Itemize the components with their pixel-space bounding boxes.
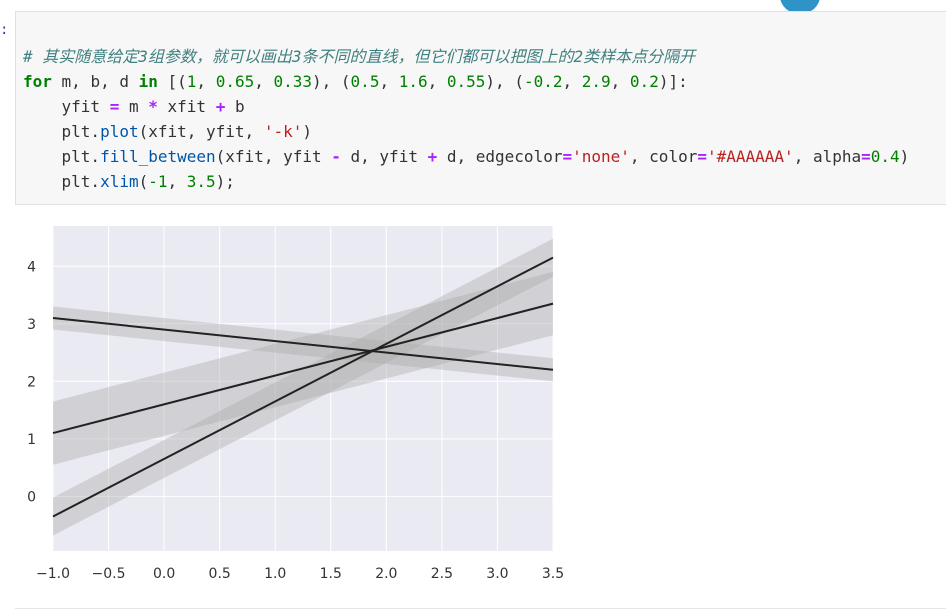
- code-token: # 其实随意给定3组参数，就可以画出3条不同的直线，但它们都可以把图上的2类样本…: [23, 47, 696, 66]
- code-token: , color: [629, 147, 698, 166]
- cell-prompt: :: [0, 22, 9, 38]
- code-token: plt.: [23, 122, 101, 141]
- code-token: , alpha: [793, 147, 862, 166]
- code-token: xfit: [157, 97, 216, 116]
- code-token: 0.5: [350, 72, 380, 91]
- code-token: for: [23, 72, 52, 91]
- x-tick-labels: −1.0 −0.5 0.0 0.5 1.0 1.5 2.0 2.5 3.0 3.5: [36, 566, 564, 582]
- code-token: b: [225, 97, 245, 116]
- code-token: yfit: [23, 97, 110, 116]
- code-line: plt.fill_between(xfit, yfit - d, yfit + …: [23, 144, 910, 169]
- code-token: =: [861, 147, 871, 166]
- code-token: ,: [254, 72, 274, 91]
- code-editor[interactable]: # 其实随意给定3组参数，就可以画出3条不同的直线，但它们都可以把图上的2类样本…: [23, 44, 909, 194]
- code-token: )]:: [658, 72, 688, 91]
- code-token: fill_between: [100, 147, 216, 166]
- code-line: plt.plot(xfit, yfit, '-k'): [23, 119, 909, 144]
- code-token: m, b, d: [51, 72, 139, 91]
- code-token: [(: [157, 72, 187, 91]
- fit-lines: [52, 256, 554, 518]
- code-token: 1.6: [398, 72, 428, 91]
- y-tick-labels: 0 1 2 3 4: [27, 259, 36, 505]
- code-cell[interactable]: # 其实随意给定3组参数，就可以画出3条不同的直线，但它们都可以把图上的2类样本…: [15, 11, 946, 205]
- code-token: 0.2: [629, 72, 659, 91]
- code-token: d, yfit: [340, 147, 428, 166]
- code-token: 0.55: [446, 72, 486, 91]
- line-series-2: [52, 302, 554, 435]
- code-token: 2.9: [581, 72, 611, 91]
- code-token: '-k': [263, 122, 303, 141]
- code-token: -: [331, 147, 341, 166]
- line-series-1: [52, 256, 554, 518]
- x-tick-label: 2.5: [431, 566, 453, 582]
- y-tick-label: 1: [27, 432, 36, 448]
- code-token: 3.5: [186, 172, 216, 191]
- code-token: ,: [427, 72, 447, 91]
- code-token: ,: [167, 172, 187, 191]
- code-token: d, edgecolor: [437, 147, 563, 166]
- code-token: (xfit, yfit: [215, 147, 332, 166]
- x-tick-label: 3.0: [486, 566, 508, 582]
- x-tick-label: −0.5: [92, 566, 126, 582]
- code-token: =: [697, 147, 707, 166]
- x-tick-label: −1.0: [36, 566, 70, 582]
- code-token: plt.: [23, 172, 101, 191]
- line-chart: −1.0 −0.5 0.0 0.5 1.0 1.5 2.0 2.5 3.0 3.5 0 1 2 3 4: [27, 226, 564, 582]
- code-token: plot: [100, 122, 139, 141]
- code-token: ,: [379, 72, 399, 91]
- code-token: xlim: [100, 172, 139, 191]
- cell-divider: [15, 608, 946, 609]
- code-token: =: [562, 147, 573, 166]
- code-token: in: [138, 72, 158, 91]
- gridlines: [52, 226, 554, 551]
- x-tick-label: 0.5: [209, 566, 231, 582]
- y-tick-label: 3: [27, 317, 36, 333]
- code-token: (: [138, 172, 149, 191]
- x-tick-label: 2.0: [375, 566, 397, 582]
- code-line: # 其实随意给定3组参数，就可以画出3条不同的直线，但它们都可以把图上的2类样本…: [23, 44, 909, 69]
- code-token: *: [148, 97, 158, 116]
- code-token: -0.2: [523, 72, 563, 91]
- code-line: yfit = m * xfit + b: [23, 94, 909, 119]
- code-token: 0.65: [215, 72, 255, 91]
- y-tick-label: 0: [27, 489, 36, 505]
- x-tick-label: 1.0: [264, 566, 286, 582]
- code-token: '#AAAAAA': [706, 147, 794, 166]
- toolbar-badge[interactable]: [780, 0, 820, 14]
- code-token: plt.: [23, 147, 101, 166]
- output-figure: −1.0 −0.5 0.0 0.5 1.0 1.5 2.0 2.5 3.0 3.5 0 1 2 3 4: [0, 214, 600, 594]
- code-token: +: [427, 147, 438, 166]
- code-line: for m, b, d in [(1, 0.65, 0.33), (0.5, 1…: [23, 69, 909, 94]
- y-tick-label: 4: [27, 259, 36, 275]
- code-token: ,: [610, 72, 630, 91]
- code-token: 0.4: [870, 147, 900, 166]
- code-token: );: [215, 172, 235, 191]
- x-tick-label: 0.0: [153, 566, 175, 582]
- code-token: 'none': [572, 147, 630, 166]
- x-tick-label: 1.5: [320, 566, 342, 582]
- code-token: ,: [562, 72, 582, 91]
- code-token: ): [899, 147, 910, 166]
- line-series-3: [52, 317, 554, 371]
- code-token: ), (: [312, 72, 351, 91]
- x-tick-label: 3.5: [542, 566, 564, 582]
- y-tick-label: 2: [27, 374, 36, 390]
- code-token: =: [109, 97, 120, 116]
- code-token: +: [215, 97, 226, 116]
- code-token: -1: [148, 172, 168, 191]
- code-token: m: [119, 97, 149, 116]
- code-token: (xfit, yfit,: [138, 122, 264, 141]
- code-token: ,: [196, 72, 216, 91]
- code-token: ), (: [485, 72, 524, 91]
- code-line: plt.xlim(-1, 3.5);: [23, 169, 909, 194]
- code-token: ): [302, 122, 312, 141]
- code-token: 0.33: [273, 72, 313, 91]
- code-token: 1: [186, 72, 197, 91]
